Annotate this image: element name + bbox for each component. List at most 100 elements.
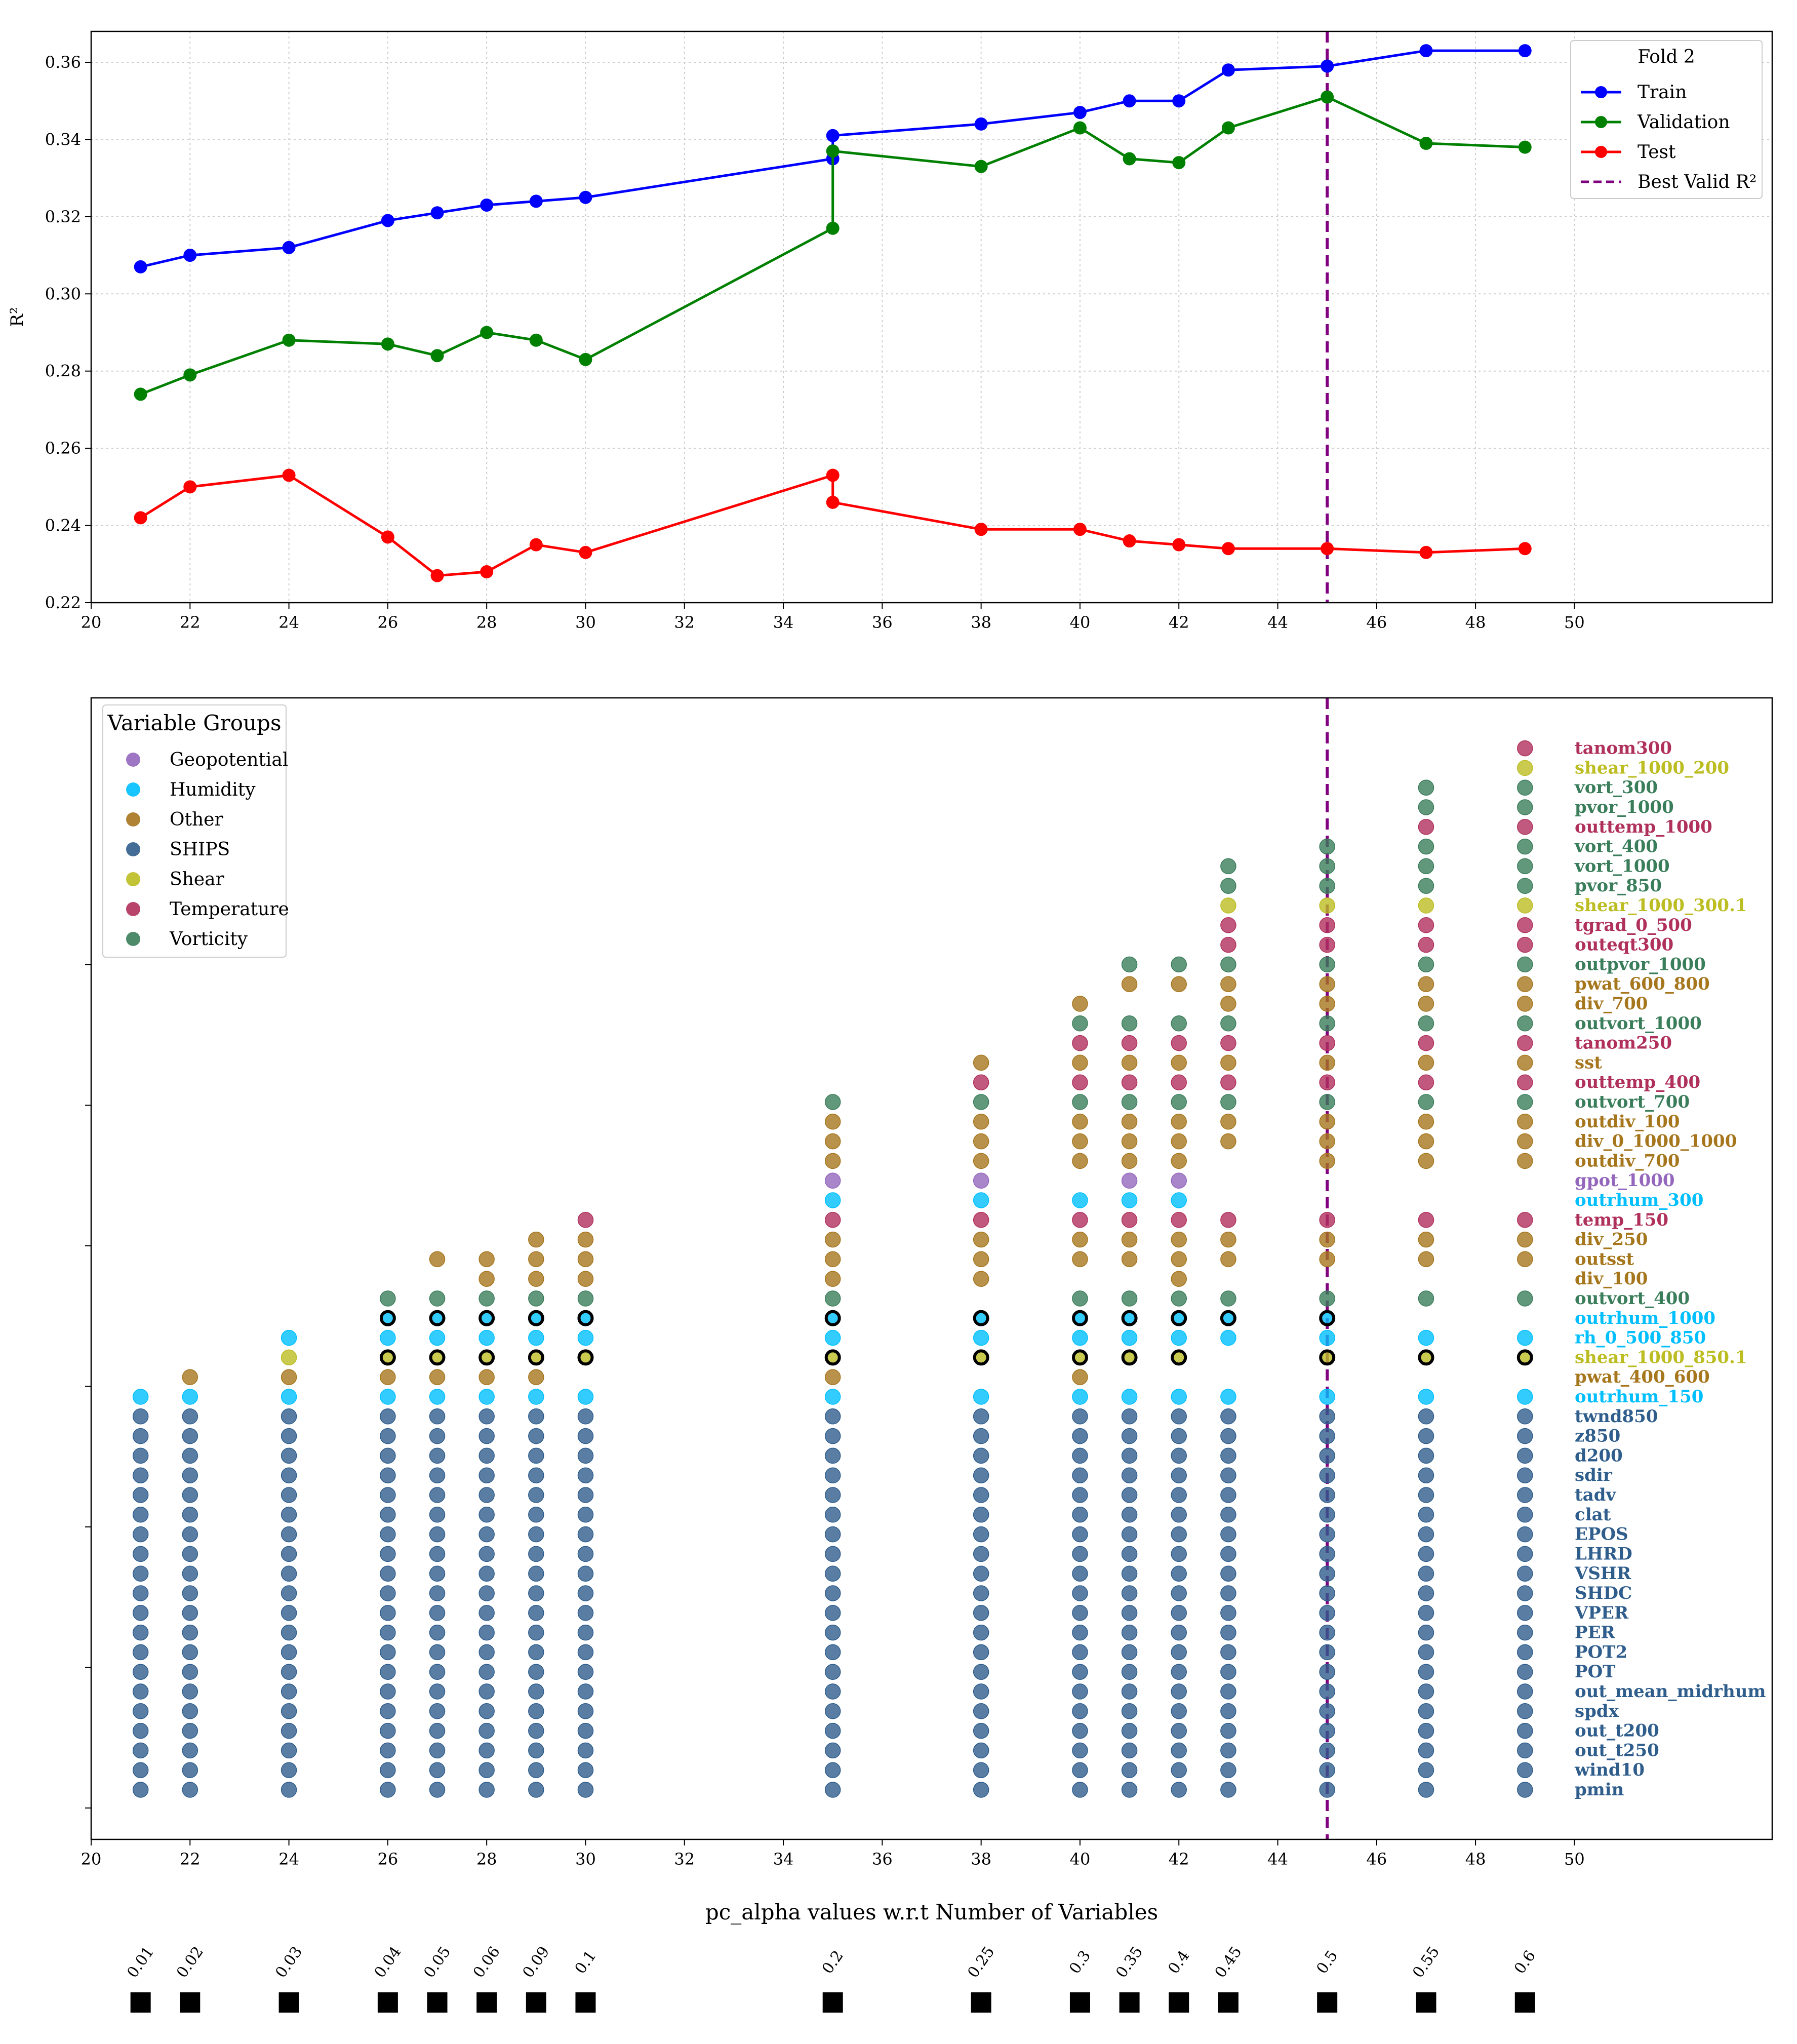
point-test: [1518, 542, 1532, 556]
dot-out_mean_midrhum: [1072, 1683, 1088, 1700]
dot-tadv: [1220, 1487, 1236, 1503]
dot-PER: [824, 1624, 841, 1641]
variable-label: pvor_850: [1575, 876, 1662, 896]
variable-label: vort_300: [1574, 777, 1658, 798]
dot-SHDC: [132, 1585, 149, 1601]
bottom-x-tick-label: 32: [674, 1850, 695, 1869]
dot-EPOS: [1121, 1526, 1138, 1543]
dot-out_t250: [132, 1742, 149, 1759]
point-train: [579, 190, 592, 204]
variable-label: POT: [1575, 1662, 1615, 1682]
dot-clat: [281, 1507, 297, 1523]
dot-out_t250: [1121, 1742, 1138, 1759]
dot-EPOS: [1319, 1526, 1335, 1543]
dot-z850: [973, 1428, 989, 1444]
top-y-tick-label: 0.22: [45, 593, 81, 612]
alpha-label: 0.55: [1409, 1943, 1443, 1981]
dot-sdir: [528, 1467, 544, 1483]
alpha-marker: [1416, 1992, 1436, 2013]
point-validation: [381, 337, 394, 351]
dot-pmin: [824, 1782, 841, 1798]
top-y-ticks: 0.22 0.24 0.26 0.28 0.30 0.32 0.34 0.36: [45, 53, 91, 612]
dot-outvort_700: [1171, 1094, 1187, 1110]
dot-outdiv_100: [1319, 1114, 1335, 1130]
dot-pmin: [478, 1782, 495, 1798]
dot-shear_1000_300.1: [1418, 897, 1434, 914]
dot-div_0_1000_1000: [1121, 1133, 1138, 1150]
point-validation: [1221, 121, 1235, 135]
dot-POT2: [1121, 1644, 1138, 1661]
dot-out_t250: [577, 1742, 594, 1759]
dot-clat: [528, 1507, 544, 1523]
variable-label: pmin: [1575, 1780, 1624, 1800]
dot-POT: [1220, 1664, 1236, 1680]
dot-VSHR: [182, 1565, 198, 1582]
dot-z850: [528, 1428, 544, 1444]
dot-spdx: [132, 1703, 149, 1719]
point-test: [480, 565, 494, 579]
variable-label: tanom300: [1575, 738, 1672, 759]
dot-outtemp_400: [1418, 1074, 1434, 1090]
dot-outvort_400: [1220, 1290, 1236, 1307]
dot-VPER: [973, 1605, 989, 1621]
dot-outrhum_1000: [1319, 1310, 1336, 1326]
dot-outrhum_1000: [1171, 1310, 1187, 1326]
dot-clat: [973, 1507, 989, 1523]
dot-pwat_600_800: [1220, 976, 1236, 992]
dot-outpvor_1000: [1418, 956, 1434, 973]
dot-outvort_700: [824, 1094, 841, 1110]
variable-label: twnd850: [1575, 1406, 1658, 1427]
dot-pwat_400_600: [528, 1369, 544, 1385]
dot-rh_0_500_850: [1220, 1329, 1236, 1346]
dot-VSHR: [1418, 1565, 1434, 1582]
dot-shear_1000_850.1: [577, 1349, 594, 1366]
dot-sdir: [380, 1467, 396, 1483]
series-line-validation: [140, 95, 1525, 396]
dot-outdiv_100: [824, 1114, 841, 1130]
legend-dot-shear: [126, 872, 140, 886]
variable-label: outpvor_1000: [1575, 954, 1706, 974]
dot-POT2: [478, 1644, 495, 1661]
dot-pwat_600_800: [1418, 976, 1434, 992]
groups-legend-label: Other: [170, 809, 223, 830]
dot-out_mean_midrhum: [478, 1683, 495, 1700]
alpha-marker: [971, 1992, 991, 2013]
dot-out_mean_midrhum: [429, 1683, 446, 1700]
dot-div_0_1000_1000: [1171, 1133, 1187, 1150]
top-y-tick-label: 0.30: [45, 284, 81, 303]
groups-legend-label: Temperature: [170, 899, 289, 920]
dot-VSHR: [429, 1565, 446, 1582]
variable-label: sdir: [1575, 1465, 1613, 1485]
dot-twnd850: [1517, 1408, 1533, 1425]
dot-POT: [429, 1664, 446, 1680]
dot-spdx: [1220, 1703, 1236, 1719]
dot-POT2: [1171, 1644, 1187, 1661]
variable-label: div_250: [1575, 1230, 1648, 1250]
dot-div_250: [1517, 1231, 1533, 1248]
dot-outrhum_1000: [973, 1310, 989, 1326]
dot-pmin: [577, 1782, 594, 1798]
dot-rh_0_500_850: [528, 1329, 544, 1346]
top-x-tick-label: 34: [773, 613, 794, 632]
dot-outrhum_150: [824, 1389, 841, 1405]
dot-rh_0_500_850: [1171, 1329, 1187, 1346]
dot-outtemp_400: [1072, 1074, 1088, 1090]
dot-EPOS: [281, 1526, 297, 1543]
dot-out_t200: [824, 1722, 841, 1739]
dot-out_t250: [1319, 1742, 1335, 1759]
dot-out_mean_midrhum: [1171, 1683, 1187, 1700]
dot-temp_150: [824, 1212, 841, 1228]
point-train: [1321, 59, 1334, 73]
bottom-x-axis-label: pc_alpha values w.r.t Number of Variable…: [705, 1900, 1158, 1924]
dot-outdiv_100: [1121, 1114, 1138, 1130]
top-legend-label: Best Valid R²: [1638, 172, 1756, 192]
dot-tadv: [478, 1487, 495, 1503]
point-test: [826, 495, 840, 509]
dot-LHRD: [132, 1546, 149, 1562]
dot-shear_1000_300.1: [1517, 897, 1533, 914]
dot-temp_150: [1220, 1212, 1236, 1228]
dot-d200: [528, 1447, 544, 1464]
top-x-tick-label: 50: [1564, 613, 1585, 632]
dot-div_100: [824, 1271, 841, 1287]
